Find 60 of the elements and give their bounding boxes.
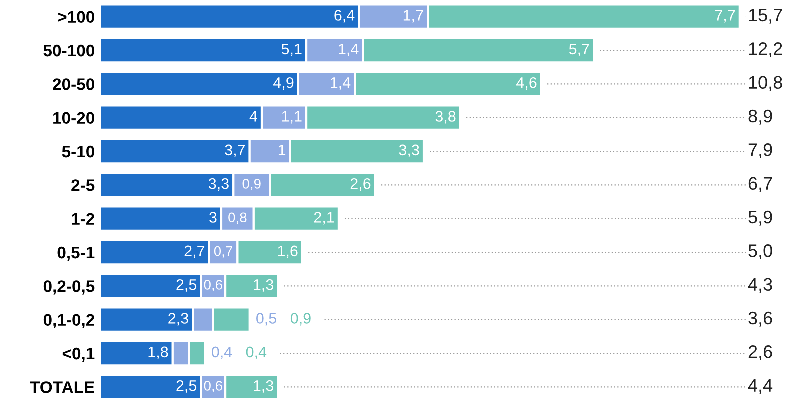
- text: 3,6: [748, 312, 772, 327]
- data-label: 3: [210, 212, 217, 223]
- y-tick-label: 2-5: [72, 180, 95, 192]
- data-label: 2,1: [314, 212, 334, 225]
- data-label: 0,8: [228, 212, 247, 224]
- data-label: 0,6: [204, 280, 222, 292]
- data-label: 0,9: [242, 179, 261, 191]
- text: 4,4: [748, 379, 773, 394]
- text: 6,7: [748, 177, 772, 192]
- data-label: 3,7: [225, 144, 246, 158]
- data-label: 2,3: [168, 313, 188, 326]
- data-label: 1,1: [282, 111, 302, 124]
- data-label: 1,3: [254, 279, 274, 292]
- data-label: 1,8: [148, 346, 168, 360]
- data-label: 1,7: [404, 10, 424, 23]
- text: 15,7: [749, 9, 782, 24]
- data-label: 1: [278, 144, 286, 156]
- data-label: 2,5: [176, 380, 197, 394]
- y-tick-label: <0,1: [62, 348, 95, 362]
- data-label: 2,5: [176, 279, 197, 292]
- y-tick-label: 1-2: [72, 213, 94, 225]
- y-tick-label: >100: [58, 11, 94, 24]
- data-label: 5,7: [569, 44, 590, 56]
- text: 8,9: [748, 110, 772, 125]
- y-tick-label: TOTALE: [30, 382, 94, 394]
- y-tick-label: 50-100: [44, 44, 94, 57]
- data-label: 1,3: [254, 380, 274, 394]
- data-label: 2,6: [350, 178, 371, 192]
- y-tick-label: 0,2-0,5: [44, 280, 95, 295]
- data-label: 3,3: [399, 144, 420, 158]
- data-label: 0,6: [204, 381, 222, 393]
- text: 10,8: [749, 76, 782, 92]
- data-label: 0,4: [212, 346, 232, 360]
- data-label: 0,5: [256, 313, 277, 326]
- y-tick-label: 5-10: [62, 146, 94, 158]
- data-label: 0,9: [290, 313, 311, 326]
- text: 12,2: [749, 42, 782, 58]
- y-tick-label: 20-50: [53, 78, 94, 90]
- data-label: 0,7: [214, 246, 232, 258]
- data-label: 1,6: [278, 246, 298, 258]
- text: 5,9: [748, 210, 772, 226]
- y-tick-label: 10-20: [54, 112, 94, 124]
- data-label: 2,7: [184, 246, 205, 258]
- data-label: 5,1: [282, 44, 302, 56]
- data-label: 0,4: [246, 346, 267, 360]
- data-label: 3,8: [436, 111, 456, 124]
- data-label: 4,6: [516, 77, 537, 90]
- data-label: 1,4: [331, 78, 351, 90]
- data-label: 4,9: [274, 77, 294, 90]
- data-label: 7,7: [715, 10, 736, 23]
- text: 4,3: [748, 278, 772, 294]
- data-label: 6,4: [334, 10, 355, 23]
- data-label: 1,4: [339, 44, 359, 56]
- y-tick-label: 0,1-0,2: [44, 314, 94, 328]
- data-label: 3,3: [208, 178, 229, 192]
- data-label: 4: [250, 111, 258, 122]
- text: 2,6: [748, 346, 772, 360]
- text: 7,9: [748, 144, 772, 158]
- text: 5,0: [748, 244, 772, 260]
- y-tick-label: 0,5-1: [58, 246, 95, 262]
